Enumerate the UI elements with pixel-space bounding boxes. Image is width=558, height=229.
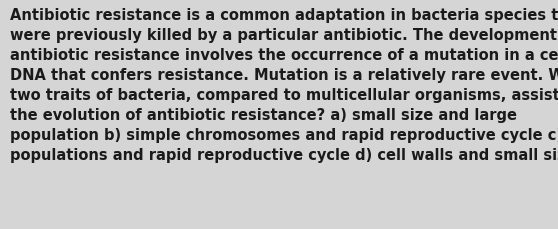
- Text: Antibiotic resistance is a common adaptation in bacteria species that
were previ: Antibiotic resistance is a common adapta…: [10, 8, 558, 163]
